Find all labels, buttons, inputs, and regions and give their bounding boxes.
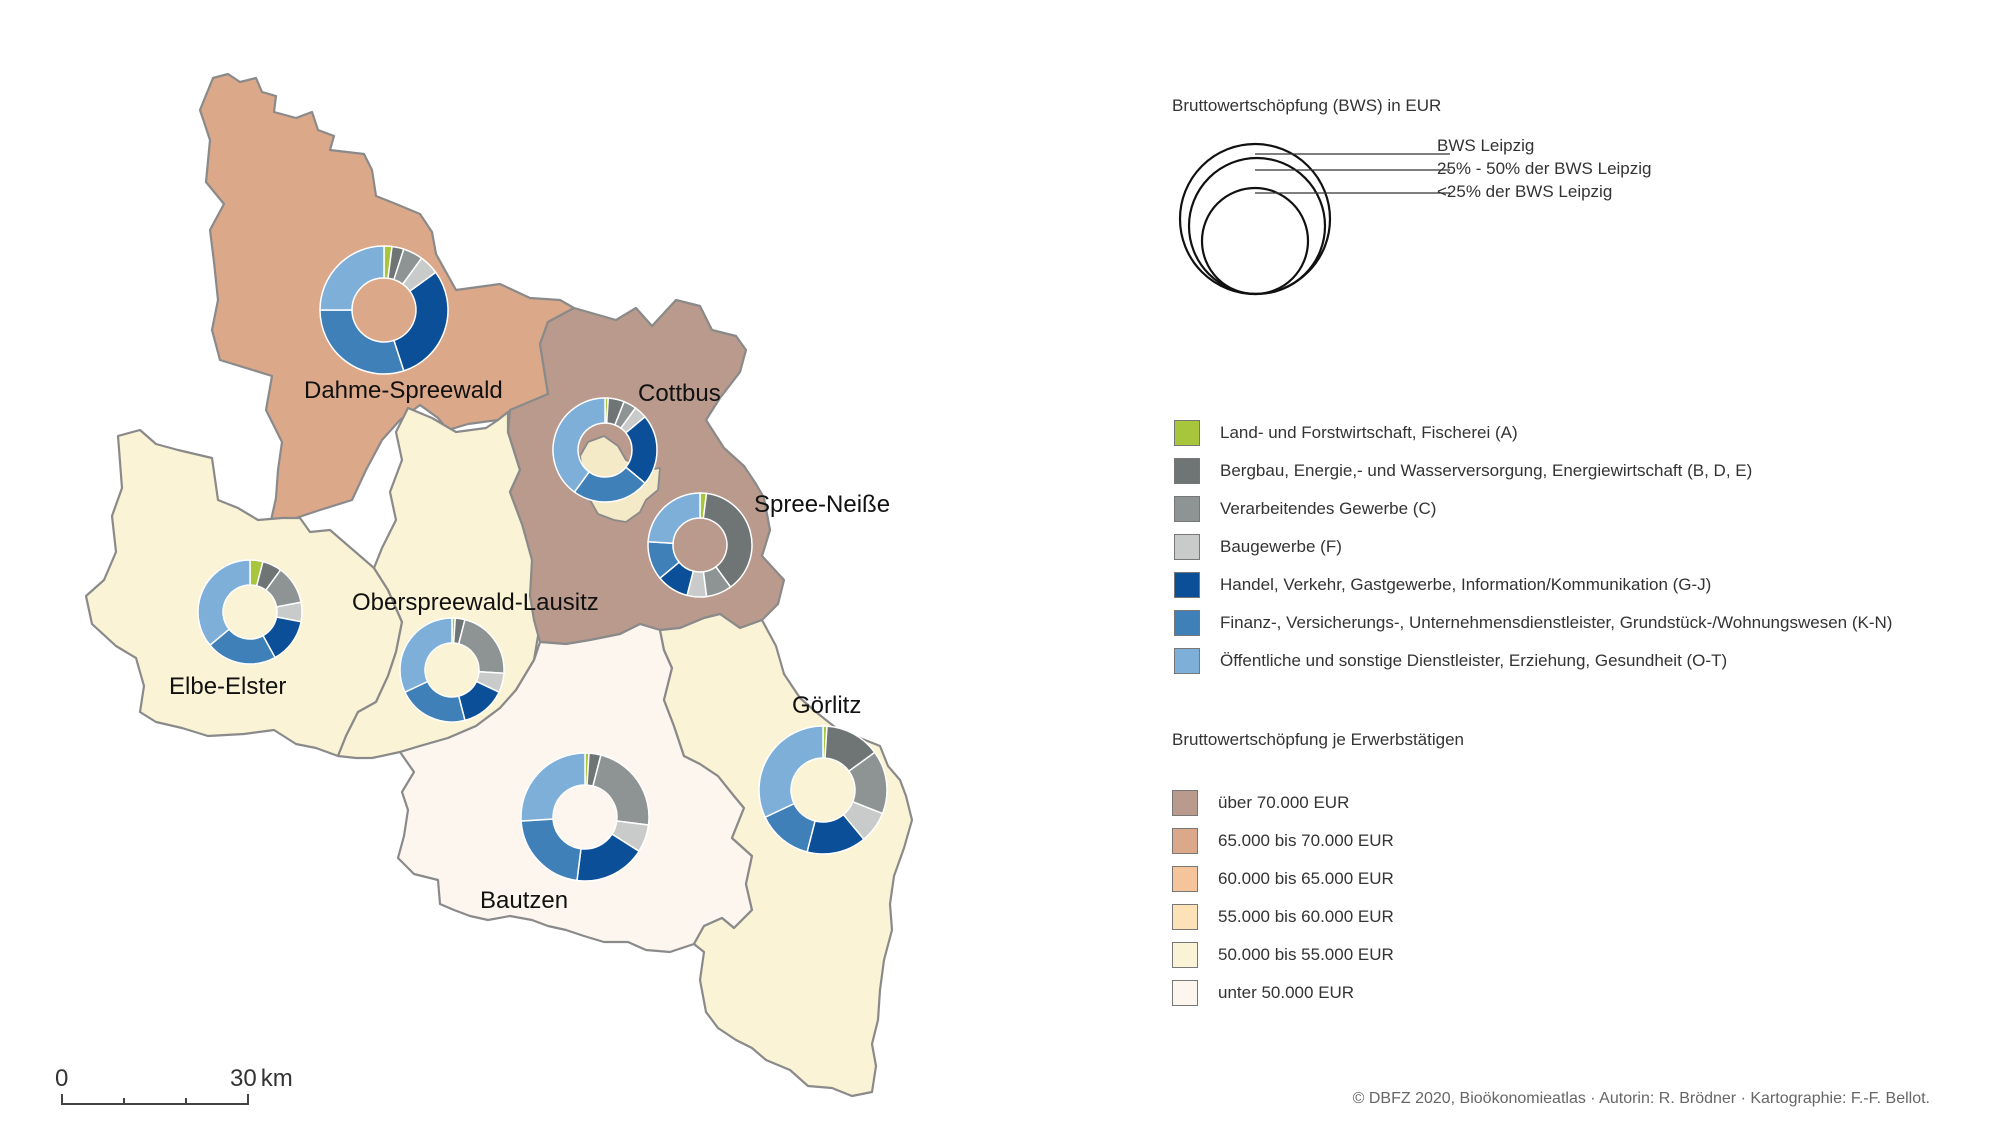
legend-swatch <box>1172 866 1198 892</box>
legend-swatch <box>1172 828 1198 854</box>
region-label-elbe-elster: Elbe-Elster <box>169 673 286 700</box>
donut-segment <box>392 271 449 372</box>
donut-segment <box>319 245 385 311</box>
scale-bar-end-label: 30 km <box>230 1065 293 1093</box>
scale-bar-unit: km <box>260 1065 293 1092</box>
legend-per-worker-item: 55.000 bis 60.000 EUR <box>1172 904 1394 930</box>
legend-per-worker: Bruttowertschöpfung je Erwerbstätigen üb… <box>1172 730 1672 1010</box>
legend-bws-item-25-50: 25% - 50% der BWS Leipzig <box>1437 159 1652 178</box>
donut-segment <box>197 559 251 647</box>
legend-swatch <box>1174 458 1200 484</box>
legend-swatch <box>1174 610 1200 636</box>
legend-swatch <box>1174 420 1200 446</box>
legend-swatch <box>1172 980 1198 1006</box>
donut-segment <box>702 492 753 589</box>
region-label-bautzen: Bautzen <box>480 887 568 914</box>
legend-sector-label: Land- und Forstwirtschaft, Fischerei (A) <box>1220 423 1518 442</box>
copyright-credit: © DBFZ 2020, Bioökonomieatlas · Autorin:… <box>1352 1090 1930 1107</box>
legend-sector-item: Finanz-, Versicherungs-, Unternehmensdie… <box>1174 610 1892 636</box>
legend-bws-title: Bruttowertschöpfung (BWS) in EUR <box>1172 96 1442 115</box>
scale-bar-start-label: 0 <box>55 1065 69 1092</box>
legend-sector-item: Bergbau, Energie,- und Wasserversorgung,… <box>1174 458 1752 484</box>
donut-bautzen[interactable] <box>520 752 650 882</box>
legend-per-worker-item: 65.000 bis 70.000 EUR <box>1172 828 1394 854</box>
donut-segment <box>647 492 701 545</box>
legend-swatch <box>1174 648 1200 674</box>
legend-sectors: Land- und Forstwirtschaft, Fischerei (A)… <box>1174 420 1964 680</box>
legend-per-worker-label: 55.000 bis 60.000 EUR <box>1218 907 1394 926</box>
donut-dahme-spreewald[interactable] <box>319 245 449 375</box>
legend-sector-item: Verarbeitendes Gewerbe (C) <box>1174 496 1436 522</box>
donut-segment <box>758 725 824 819</box>
legend-bws-item-under-25: <25% der BWS Leipzig <box>1437 182 1613 201</box>
region-map: Dahme-Spreewald Cottbus Spree-Neiße Elbe… <box>61 72 914 1105</box>
legend-per-worker-label: 65.000 bis 70.000 EUR <box>1218 831 1394 850</box>
legend-sector-label: Verarbeitendes Gewerbe (C) <box>1220 499 1437 518</box>
legend-per-worker-label: 60.000 bis 65.000 EUR <box>1218 869 1394 888</box>
legend-sector-item: Öffentliche und sonstige Dienstleister, … <box>1174 648 1727 674</box>
region-label-spree-neisse: Spree-Neiße <box>754 491 890 518</box>
region-label-dahme-spreewald: Dahme-Spreewald <box>304 377 503 404</box>
legend-sector-item: Land- und Forstwirtschaft, Fischerei (A) <box>1174 420 1518 446</box>
donut-segment <box>319 309 405 375</box>
donut-elbe-elster[interactable] <box>197 559 303 665</box>
donut-segment <box>552 397 606 494</box>
region-label-goerlitz: Görlitz <box>792 692 861 719</box>
legend-per-worker-item: unter 50.000 EUR <box>1172 980 1354 1006</box>
donut-segment <box>520 752 586 822</box>
legend-bws-circles <box>1178 142 1450 296</box>
legend-sector-label: Finanz-, Versicherungs-, Unternehmensdie… <box>1220 613 1893 632</box>
legend-per-worker-title: Bruttowertschöpfung je Erwerbstätigen <box>1172 730 1464 749</box>
legend-sector-label: Baugewerbe (F) <box>1220 537 1342 556</box>
legend-sector-label: Öffentliche und sonstige Dienstleister, … <box>1220 651 1728 670</box>
legend-per-worker-label: unter 50.000 EUR <box>1218 983 1355 1002</box>
donut-segment <box>399 617 453 694</box>
legend-per-worker-item: 60.000 bis 65.000 EUR <box>1172 866 1394 892</box>
legend-per-worker-label: über 70.000 EUR <box>1218 793 1350 812</box>
region-label-cottbus: Cottbus <box>638 380 721 407</box>
legend-sector-item: Handel, Verkehr, Gastgewerbe, Informatio… <box>1174 572 1711 598</box>
donut-goerlitz[interactable] <box>758 725 888 855</box>
legend-per-worker-label: 50.000 bis 55.000 EUR <box>1218 945 1394 964</box>
region-label-oberspreewald-lausitz: Oberspreewald-Lausitz <box>352 589 599 616</box>
donut-cottbus[interactable] <box>552 397 658 503</box>
legend-swatch <box>1172 942 1198 968</box>
legend-swatch <box>1174 572 1200 598</box>
donut-oberspreewald-lausitz[interactable] <box>399 617 505 723</box>
legend-sector-item: Baugewerbe (F) <box>1174 534 1342 560</box>
legend-swatch <box>1172 904 1198 930</box>
legend-sector-label: Handel, Verkehr, Gastgewerbe, Informatio… <box>1220 575 1712 594</box>
legend-sector-label: Bergbau, Energie,- und Wasserversorgung,… <box>1220 461 1753 480</box>
donut-spree-neisse[interactable] <box>647 492 753 598</box>
scale-bar-end-value: 30 <box>230 1065 257 1092</box>
legend-swatch <box>1174 496 1200 522</box>
legend-swatch <box>1172 790 1198 816</box>
legend-per-worker-item: über 70.000 EUR <box>1172 790 1349 816</box>
scale-bar <box>61 1094 249 1105</box>
legend-bws: Bruttowertschöpfung (BWS) in EUR BWS Lei… <box>1172 96 1732 316</box>
legend-swatch <box>1174 534 1200 560</box>
legend-per-worker-item: 50.000 bis 55.000 EUR <box>1172 942 1394 968</box>
legend-bws-item-leipzig: BWS Leipzig <box>1437 136 1535 155</box>
